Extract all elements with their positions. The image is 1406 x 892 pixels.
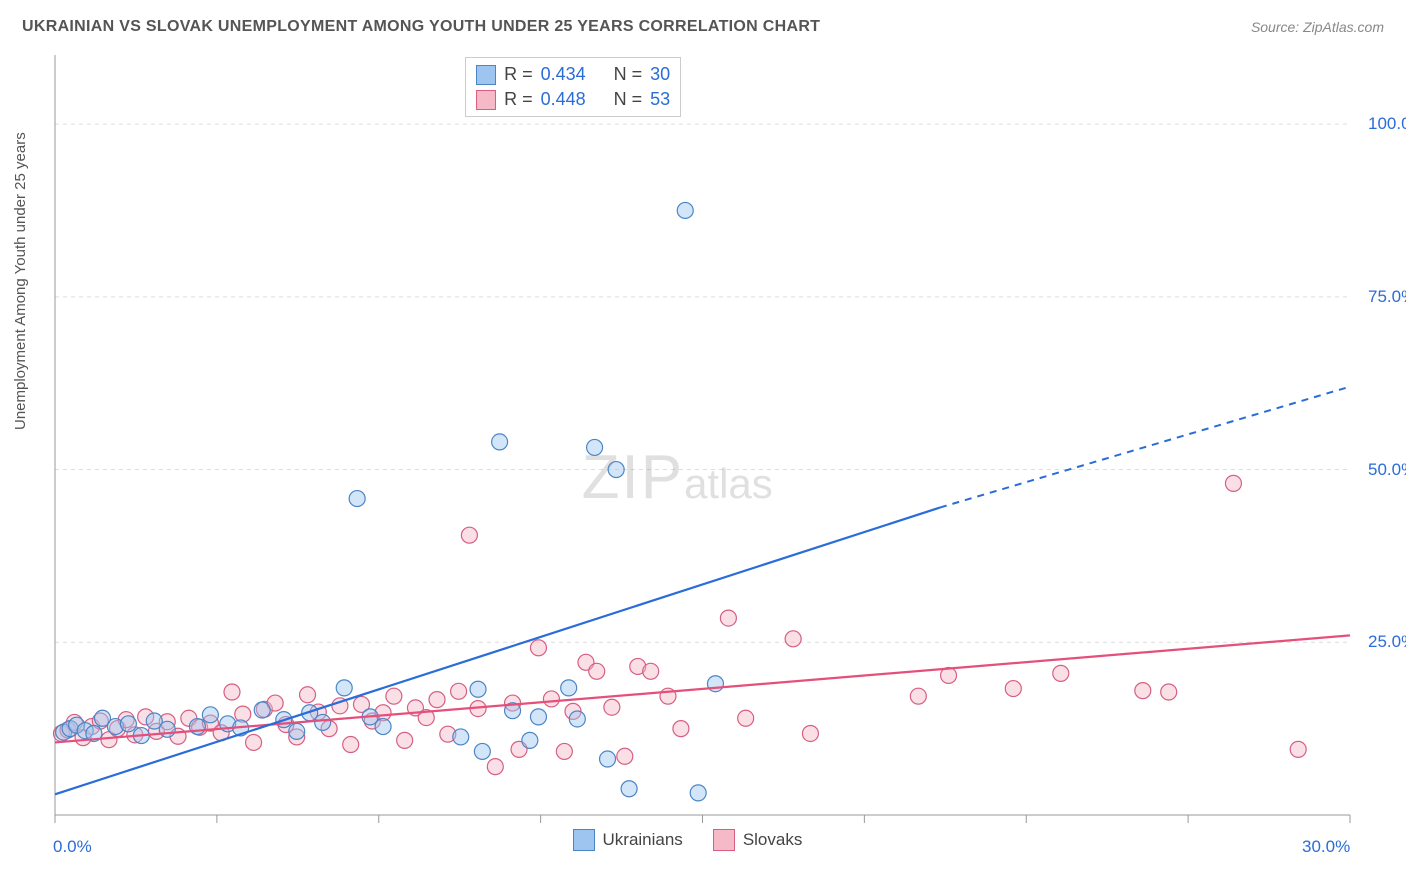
stat-swatch-icon — [476, 65, 496, 85]
legend-label: Slovaks — [743, 830, 803, 850]
stat-r-value: 0.448 — [541, 89, 586, 110]
legend-swatch-icon — [713, 829, 735, 851]
stat-swatch-icon — [476, 90, 496, 110]
y-tick-label: 25.0% — [1368, 632, 1406, 652]
stat-row: R = 0.434 N = 30 — [476, 62, 670, 87]
plot-area — [50, 55, 1356, 825]
stat-n-value: 53 — [650, 89, 670, 110]
chart-header: UKRAINIAN VS SLOVAK UNEMPLOYMENT AMONG Y… — [22, 18, 1384, 36]
x-tick-label: 30.0% — [1302, 837, 1350, 857]
legend-swatch-icon — [573, 829, 595, 851]
stat-r-label: R = — [504, 64, 533, 85]
correlation-scatter-chart — [50, 55, 1356, 825]
series-legend: Ukrainians Slovaks — [573, 829, 803, 851]
correlation-stats-box: R = 0.434 N = 30 R = 0.448 N = 53 — [465, 57, 681, 117]
y-tick-label: 75.0% — [1368, 287, 1406, 307]
x-tick-label: 0.0% — [53, 837, 92, 857]
source-credit: Source: ZipAtlas.com — [1251, 19, 1384, 35]
stat-row: R = 0.448 N = 53 — [476, 87, 670, 112]
stat-n-label: N = — [614, 64, 643, 85]
y-tick-label: 50.0% — [1368, 460, 1406, 480]
stat-n-value: 30 — [650, 64, 670, 85]
source-name: ZipAtlas.com — [1303, 19, 1384, 35]
stat-r-label: R = — [504, 89, 533, 110]
chart-title: UKRAINIAN VS SLOVAK UNEMPLOYMENT AMONG Y… — [22, 18, 820, 36]
legend-item: Slovaks — [713, 829, 803, 851]
y-tick-label: 100.0% — [1368, 114, 1406, 134]
stat-r-value: 0.434 — [541, 64, 586, 85]
legend-label: Ukrainians — [603, 830, 683, 850]
y-axis-label: Unemployment Among Youth under 25 years — [12, 132, 29, 430]
stat-n-label: N = — [614, 89, 643, 110]
source-prefix: Source: — [1251, 19, 1303, 35]
legend-item: Ukrainians — [573, 829, 683, 851]
